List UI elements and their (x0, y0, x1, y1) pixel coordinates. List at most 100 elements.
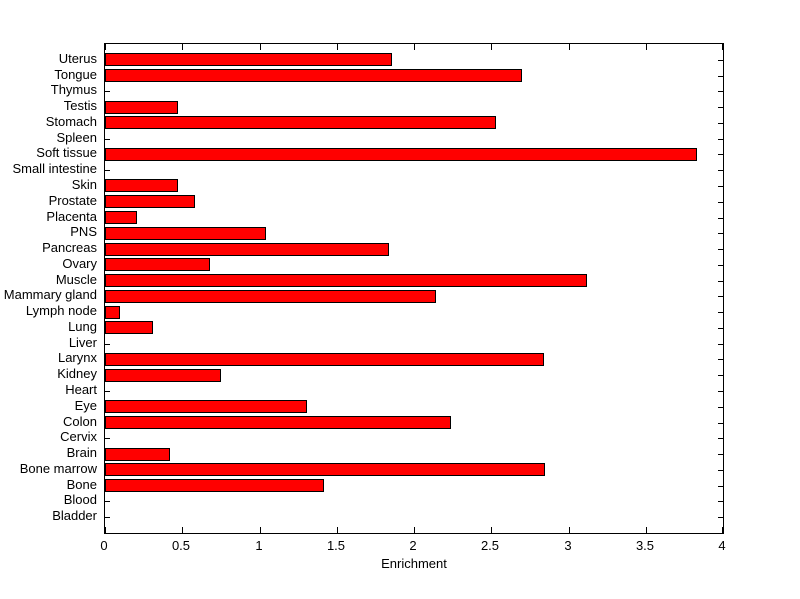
y-tick-right (718, 454, 723, 455)
y-tick-label: Uterus (58, 51, 97, 66)
y-tick-label: Heart (65, 382, 97, 397)
y-tick-label: Small intestine (12, 161, 97, 176)
x-tick-top (260, 44, 261, 50)
y-tick-right (718, 123, 723, 124)
y-tick-label: Skin (71, 177, 97, 192)
x-tick-label: 0 (100, 538, 108, 553)
bar-lung (105, 321, 153, 334)
y-tick-label: Prostate (48, 193, 97, 208)
x-tick-top (491, 44, 492, 50)
y-tick-right (718, 249, 723, 250)
y-tick-right (718, 60, 723, 61)
bar-bone-marrow (105, 463, 545, 476)
y-tick-label: Ovary (62, 256, 97, 271)
bar-testis (105, 101, 178, 114)
bar-pancreas (105, 243, 389, 256)
y-tick-right (718, 423, 723, 424)
y-tick-label: Kidney (57, 366, 97, 381)
y-tick-left (105, 501, 110, 502)
x-tick-label: 2.5 (480, 538, 500, 553)
x-tick-label: 3.5 (635, 538, 655, 553)
x-tick-top (337, 44, 338, 50)
bar-kidney (105, 369, 221, 382)
y-tick-right (718, 407, 723, 408)
y-tick-right (718, 91, 723, 92)
x-tick-top (569, 44, 570, 50)
x-tick-label: 4 (718, 538, 726, 553)
bar-mammary-gland (105, 290, 436, 303)
y-tick-right (718, 470, 723, 471)
y-tick-label: Eye (74, 398, 97, 413)
x-tick-bottom (569, 527, 570, 533)
y-tick-label: Colon (63, 414, 97, 429)
bar-lymph-node (105, 306, 120, 319)
y-tick-label: Pancreas (42, 240, 97, 255)
y-tick-label: Spleen (56, 130, 97, 145)
y-tick-right (718, 486, 723, 487)
bar-eye (105, 400, 307, 413)
x-tick-bottom (414, 527, 415, 533)
y-tick-right (718, 312, 723, 313)
y-tick-right (718, 438, 723, 439)
y-tick-right (718, 359, 723, 360)
x-tick-label: 3 (564, 538, 572, 553)
y-tick-right (718, 139, 723, 140)
y-tick-label: Soft tissue (36, 145, 97, 160)
y-tick-left (105, 391, 110, 392)
plot-area (104, 43, 724, 534)
y-tick-label: Muscle (55, 272, 97, 287)
y-tick-right (718, 218, 723, 219)
bar-ovary (105, 258, 210, 271)
x-axis-label: Enrichment (381, 556, 447, 571)
x-tick-label: 1 (255, 538, 263, 553)
y-tick-right (718, 76, 723, 77)
y-tick-right (718, 517, 723, 518)
y-tick-label: Bone (66, 477, 97, 492)
y-tick-right (718, 265, 723, 266)
x-tick-top (182, 44, 183, 50)
x-tick-bottom (646, 527, 647, 533)
bar-prostate (105, 195, 195, 208)
y-tick-label: Liver (68, 335, 97, 350)
y-tick-left (105, 517, 110, 518)
x-tick-bottom (722, 527, 723, 533)
y-tick-label: Cervix (60, 429, 97, 444)
y-tick-label: Stomach (45, 114, 97, 129)
x-tick-bottom (491, 527, 492, 533)
x-tick-bottom (260, 527, 261, 533)
y-tick-label: Lung (68, 319, 97, 334)
x-tick-label: 1.5 (326, 538, 346, 553)
y-tick-right (718, 202, 723, 203)
y-tick-label: Lymph node (25, 303, 97, 318)
bar-muscle (105, 274, 587, 287)
bar-uterus (105, 53, 392, 66)
bar-brain (105, 448, 170, 461)
y-tick-label: Blood (63, 492, 97, 507)
bar-placenta (105, 211, 137, 224)
bar-stomach (105, 116, 496, 129)
y-tick-right (718, 170, 723, 171)
bar-colon (105, 416, 451, 429)
bar-pns (105, 227, 266, 240)
y-tick-right (718, 501, 723, 502)
y-tick-right (718, 391, 723, 392)
y-tick-right (718, 328, 723, 329)
y-tick-right (718, 154, 723, 155)
x-tick-top (722, 44, 723, 50)
y-tick-left (105, 170, 110, 171)
y-tick-left (105, 91, 110, 92)
y-tick-right (718, 281, 723, 282)
y-tick-right (718, 233, 723, 234)
y-tick-label: Tongue (54, 67, 97, 82)
y-tick-label: Bladder (52, 508, 97, 523)
x-tick-label: 2 (409, 538, 417, 553)
bar-bone (105, 479, 324, 492)
bar-skin (105, 179, 178, 192)
x-tick-bottom (182, 527, 183, 533)
y-tick-right (718, 344, 723, 345)
x-tick-top (414, 44, 415, 50)
x-tick-bottom (337, 527, 338, 533)
y-tick-left (105, 139, 110, 140)
y-tick-label: Brain (66, 445, 97, 460)
